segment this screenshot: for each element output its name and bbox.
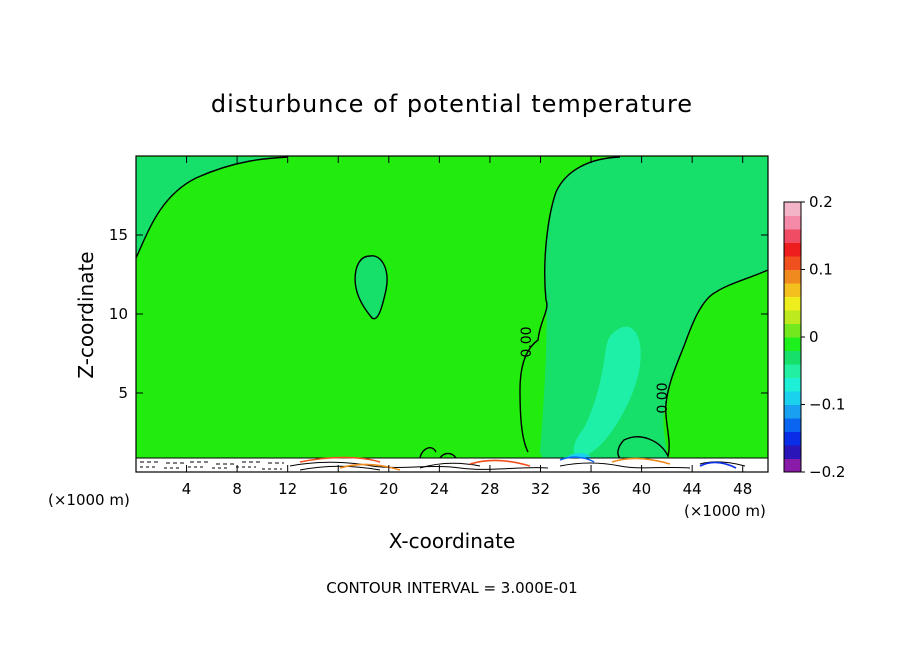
colorbar-swatch (784, 310, 801, 324)
y-tick-label: 15 (109, 226, 128, 244)
x-tick-label: 4 (182, 480, 192, 498)
colorbar-swatch (784, 269, 801, 284)
colorbar-swatch (784, 391, 801, 405)
colorbar-tick-label: 0.1 (809, 261, 833, 279)
colorbar-swatch (784, 283, 801, 297)
colorbar-swatch (784, 445, 801, 459)
y-tick-label: 5 (118, 384, 128, 402)
y-tick-label: 10 (109, 305, 128, 323)
x-tick-label: 24 (430, 480, 449, 498)
colorbar-swatch (784, 202, 801, 216)
region-cyan-plume (573, 326, 641, 458)
x-tick-label: 44 (683, 480, 702, 498)
colorbar-swatch (784, 215, 801, 230)
colorbar-tick-label: 0 (809, 328, 819, 346)
colorbar-swatch (784, 404, 801, 419)
colorbar-tick-label: −0.1 (809, 396, 845, 414)
x-tick-label: 32 (531, 480, 550, 498)
contour-label: 0.00 (519, 326, 535, 357)
y-axis-label: Z-coordinate (74, 251, 98, 378)
plot-area: 0.00 0.00 (135, 155, 769, 473)
terrain-colored-lines (299, 456, 737, 471)
x-tick-label: 28 (480, 480, 499, 498)
contour-interval-text: CONTOUR INTERVAL = 3.000E-01 (326, 579, 577, 597)
x-tick-label: 40 (632, 480, 651, 498)
region-negative-blob (355, 255, 388, 319)
chart-title: disturbunce of potential temperature (211, 90, 693, 118)
colorbar-tick-label: 0.2 (809, 193, 833, 211)
x-unit-left: (×1000 m) (48, 491, 130, 509)
x-axis: 4 8 12 16 20 24 28 32 36 40 44 48 (182, 156, 752, 498)
y-axis: 5 10 15 (109, 226, 768, 402)
x-unit-right: (×1000 m) (684, 502, 766, 520)
region-negative-large (540, 157, 768, 472)
x-tick-label: 12 (278, 480, 297, 498)
colorbar-swatch (784, 350, 801, 365)
colorbar-swatch (784, 242, 801, 257)
region-negative-small (136, 157, 288, 258)
colorbar-swatch (784, 431, 801, 446)
colorbar-swatch (784, 256, 801, 270)
x-tick-label: 48 (733, 480, 752, 498)
colorbar-swatch (784, 364, 801, 378)
terrain-band (136, 458, 768, 472)
colorbar-swatch (784, 377, 801, 392)
colorbar-swatch (784, 296, 801, 311)
colorbar-swatch (784, 323, 801, 338)
colorbar-swatch (784, 337, 801, 351)
colorbar-swatch (784, 229, 801, 243)
x-axis-label: X-coordinate (389, 529, 516, 553)
x-tick-label: 20 (379, 480, 398, 498)
terrain-contours (136, 457, 768, 471)
contour-label: 0.00 (655, 382, 671, 413)
x-tick-label: 8 (232, 480, 242, 498)
zero-contours (135, 156, 769, 459)
colorbar-swatch (784, 458, 801, 473)
colorbar-tick-label: −0.2 (809, 463, 845, 481)
x-tick-label: 36 (581, 480, 600, 498)
colorbar: 0.2 0.1 0 −0.1 −0.2 (783, 193, 845, 481)
x-tick-label: 16 (329, 480, 348, 498)
colorbar-swatch (784, 418, 801, 432)
